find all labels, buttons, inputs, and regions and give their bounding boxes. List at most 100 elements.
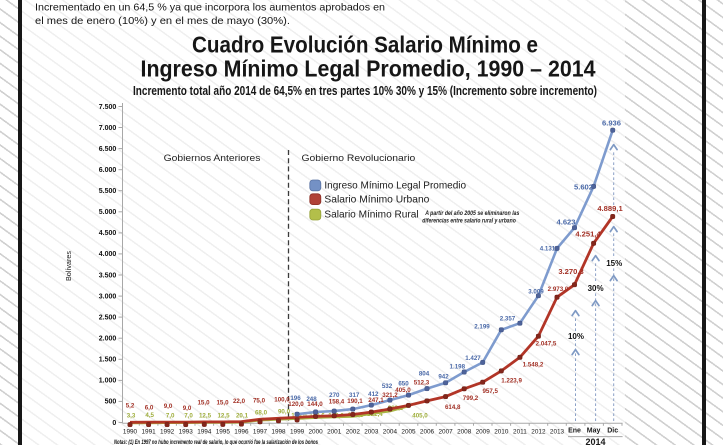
svg-text:1994: 1994 xyxy=(197,428,212,435)
svg-text:1993: 1993 xyxy=(179,428,194,435)
svg-text:2005: 2005 xyxy=(401,428,416,435)
svg-text:158,4: 158,4 xyxy=(329,398,345,405)
svg-text:1999: 1999 xyxy=(290,428,305,435)
svg-text:4.131: 4.131 xyxy=(540,245,556,252)
svg-text:7,0: 7,0 xyxy=(184,413,193,420)
svg-text:2.357: 2.357 xyxy=(500,315,516,322)
svg-text:4.000: 4.000 xyxy=(99,251,117,258)
svg-text:Salario Mínimo Urbano: Salario Mínimo Urbano xyxy=(324,194,429,205)
svg-text:1996: 1996 xyxy=(234,428,249,435)
svg-text:1.500: 1.500 xyxy=(99,357,117,364)
svg-text:2000: 2000 xyxy=(308,428,323,435)
svg-text:2.973,0: 2.973,0 xyxy=(548,286,569,293)
svg-text:1.427: 1.427 xyxy=(465,355,481,362)
svg-text:22,0: 22,0 xyxy=(233,398,246,405)
svg-text:1.223,9: 1.223,9 xyxy=(501,377,522,384)
svg-text:512,3: 512,3 xyxy=(414,380,430,387)
svg-text:4.251,4: 4.251,4 xyxy=(575,230,601,239)
svg-text:100,0: 100,0 xyxy=(274,396,290,403)
svg-text:3.500: 3.500 xyxy=(99,272,117,279)
svg-text:1997: 1997 xyxy=(253,428,268,435)
svg-text:75,0: 75,0 xyxy=(253,397,266,404)
svg-text:317: 317 xyxy=(349,392,360,399)
svg-text:2002: 2002 xyxy=(346,428,361,435)
svg-text:68,0: 68,0 xyxy=(255,409,268,416)
svg-text:2006: 2006 xyxy=(420,428,435,435)
svg-text:12,5: 12,5 xyxy=(199,412,212,419)
svg-text:3.270,3: 3.270,3 xyxy=(558,267,583,276)
svg-text:1.000: 1.000 xyxy=(99,378,117,385)
svg-text:2003: 2003 xyxy=(364,428,379,435)
svg-text:2014: 2014 xyxy=(585,437,605,445)
svg-text:2008: 2008 xyxy=(457,428,472,435)
svg-text:4.889,1: 4.889,1 xyxy=(597,204,623,213)
svg-text:1992: 1992 xyxy=(160,428,175,435)
svg-text:799,2: 799,2 xyxy=(463,395,479,402)
svg-text:Gobierno Revolucionario: Gobierno Revolucionario xyxy=(302,152,416,163)
svg-text:6,0: 6,0 xyxy=(145,404,154,411)
svg-text:6.936: 6.936 xyxy=(602,119,621,128)
svg-text:500: 500 xyxy=(105,399,117,406)
svg-text:5.602: 5.602 xyxy=(574,182,593,191)
svg-text:4,5: 4,5 xyxy=(145,412,154,419)
svg-text:15%: 15% xyxy=(606,259,622,268)
svg-text:1995: 1995 xyxy=(216,428,231,435)
svg-text:May: May xyxy=(587,427,601,434)
svg-text:942: 942 xyxy=(438,374,449,381)
svg-text:144,0: 144,0 xyxy=(307,401,323,408)
svg-text:2011: 2011 xyxy=(513,428,527,435)
svg-text:405,0: 405,0 xyxy=(412,412,428,419)
svg-text:2012: 2012 xyxy=(531,428,546,435)
svg-text:270: 270 xyxy=(329,392,340,399)
svg-text:9,0: 9,0 xyxy=(183,405,192,412)
svg-text:3.009: 3.009 xyxy=(528,288,544,295)
svg-text:532: 532 xyxy=(382,383,393,390)
svg-text:15,0: 15,0 xyxy=(197,399,210,406)
svg-text:2.500: 2.500 xyxy=(99,314,117,321)
svg-text:Ingreso Mínimo Legal Promedio: Ingreso Mínimo Legal Promedio xyxy=(324,181,466,192)
svg-text:2009: 2009 xyxy=(476,428,491,435)
svg-text:1991: 1991 xyxy=(141,428,156,435)
svg-text:Gobiernos Anteriores: Gobiernos Anteriores xyxy=(164,152,261,163)
svg-text:3,3: 3,3 xyxy=(127,412,136,419)
svg-text:12,5: 12,5 xyxy=(217,412,230,419)
svg-text:Bolívares: Bolívares xyxy=(64,251,73,281)
svg-text:196: 196 xyxy=(290,395,301,402)
svg-text:3.000: 3.000 xyxy=(99,293,117,300)
svg-text:2010: 2010 xyxy=(494,428,509,435)
svg-text:2007: 2007 xyxy=(438,428,453,435)
svg-text:5.500: 5.500 xyxy=(99,188,117,195)
svg-text:650: 650 xyxy=(398,381,409,388)
svg-text:9,0: 9,0 xyxy=(164,403,173,410)
svg-text:1998: 1998 xyxy=(271,428,286,435)
svg-text:15,0: 15,0 xyxy=(216,399,229,406)
svg-text:Ingreso Mínimo Legal Promedio,: Ingreso Mínimo Legal Promedio, 1990 – 20… xyxy=(141,55,596,81)
svg-text:190,1: 190,1 xyxy=(347,398,363,405)
svg-text:Dic: Dic xyxy=(607,427,618,434)
svg-text:247,1: 247,1 xyxy=(368,397,384,404)
svg-text:2.199: 2.199 xyxy=(474,323,490,330)
svg-text:7.500: 7.500 xyxy=(99,104,117,111)
svg-text:A partir del año 2005 se elimi: A partir del año 2005 se eliminaron las xyxy=(424,211,520,217)
svg-text:0: 0 xyxy=(112,420,116,427)
svg-text:2013: 2013 xyxy=(550,428,565,435)
svg-text:7.000: 7.000 xyxy=(99,125,117,132)
svg-text:Salario Mínimo Rural: Salario Mínimo Rural xyxy=(324,209,418,220)
svg-text:5.000: 5.000 xyxy=(99,209,117,216)
svg-text:el mes de enero (10%) y en el: el mes de enero (10%) y en el mes de may… xyxy=(35,16,290,27)
svg-text:957,5: 957,5 xyxy=(482,388,498,395)
svg-text:614,8: 614,8 xyxy=(445,404,461,411)
svg-text:2.000: 2.000 xyxy=(99,336,117,343)
svg-text:412: 412 xyxy=(368,391,379,398)
svg-text:4.623: 4.623 xyxy=(556,217,575,226)
svg-text:1.198: 1.198 xyxy=(450,364,466,371)
svg-text:2004: 2004 xyxy=(383,428,398,435)
svg-text:90,0: 90,0 xyxy=(278,408,291,415)
svg-text:20,1: 20,1 xyxy=(236,413,249,420)
svg-text:Incremento total año 2014 de 6: Incremento total año 2014 de 64,5% en tr… xyxy=(133,83,597,98)
svg-text:1.548,2: 1.548,2 xyxy=(523,361,544,368)
svg-text:30%: 30% xyxy=(588,284,604,293)
svg-text:diferencias entre salario rura: diferencias entre salario rural y urbano xyxy=(422,218,516,224)
svg-text:1990: 1990 xyxy=(123,428,138,435)
svg-text:10%: 10% xyxy=(568,332,584,341)
